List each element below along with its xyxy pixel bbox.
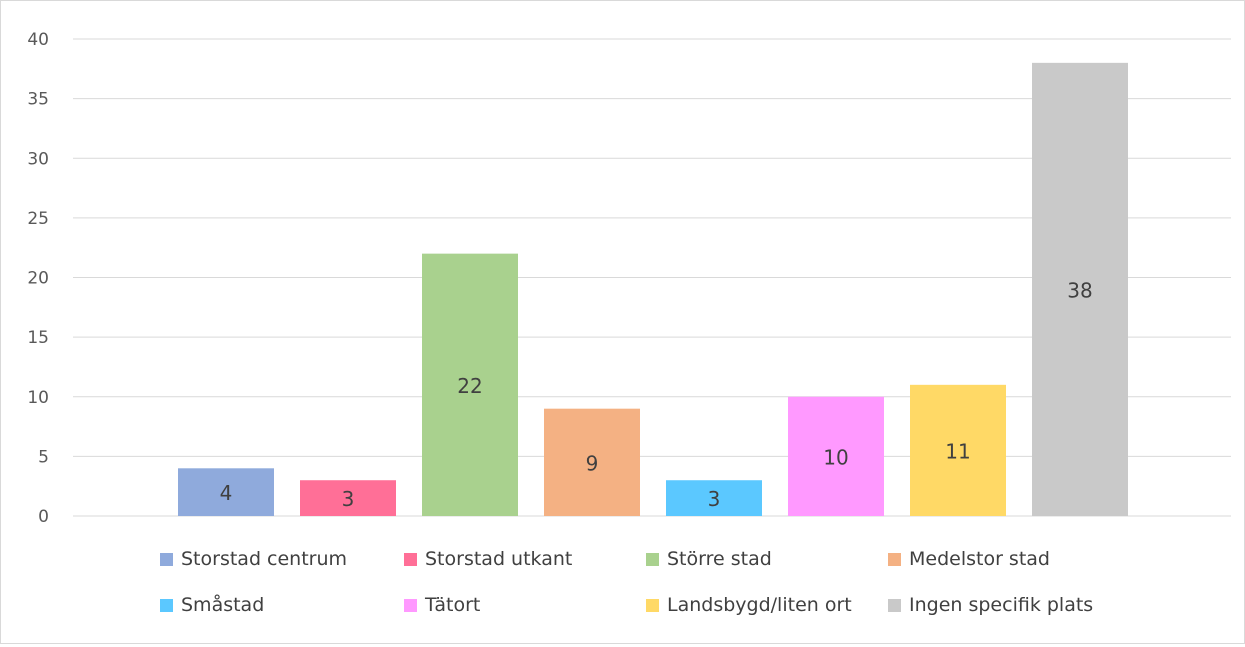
data-label: 3	[342, 487, 355, 511]
legend-item: Storstad centrum	[160, 548, 347, 570]
y-axis-ticks: 0 5 10 15 20 25 30 35 40	[27, 30, 49, 527]
legend-swatch	[888, 598, 901, 612]
bar	[666, 480, 762, 516]
bar	[178, 468, 274, 516]
bar	[544, 408, 640, 516]
legend-label: Medelstor stad	[909, 548, 1050, 570]
bar	[788, 396, 884, 516]
y-tick-label: 35	[27, 90, 49, 110]
legend-label: Storstad centrum	[181, 548, 348, 570]
legend-label: Småstad	[181, 594, 265, 616]
data-label: 3	[708, 487, 721, 511]
legend-label: Ingen specifik plats	[909, 594, 1094, 616]
y-tick-label: 20	[27, 269, 49, 289]
legend-swatch	[160, 552, 173, 566]
bar	[1032, 62, 1128, 516]
legend-item: Ingen specifik plats	[888, 594, 1093, 616]
legend-item: Tätort	[404, 594, 480, 616]
y-tick-label: 5	[38, 447, 49, 467]
y-tick-label: 15	[27, 328, 49, 348]
y-tick-label: 40	[27, 30, 49, 50]
legend-item: Landsbygd/liten ort	[646, 594, 852, 616]
data-label: 4	[220, 481, 233, 505]
data-label: 11	[945, 439, 970, 463]
legend-swatch	[646, 552, 659, 566]
legend-swatch	[646, 598, 659, 612]
legend-swatch	[888, 552, 901, 566]
legend-swatch	[404, 598, 417, 612]
y-tick-label: 30	[27, 149, 49, 169]
data-label: 38	[1067, 278, 1092, 302]
legend-item: Småstad	[160, 594, 264, 616]
legend-item: Medelstor stad	[888, 548, 1050, 570]
legend-swatch	[404, 552, 417, 566]
data-label: 9	[586, 451, 599, 475]
legend-swatch	[160, 598, 173, 612]
data-label: 22	[457, 374, 482, 398]
legend-item: Storstad utkant	[404, 548, 572, 570]
legend-label: Tätort	[425, 594, 481, 616]
y-tick-label: 25	[27, 209, 49, 229]
legend-label: Större stad	[667, 548, 772, 570]
bars	[178, 62, 1128, 516]
data-labels: 4 3 22 9 3 10 11 38	[220, 278, 1093, 511]
bar	[910, 384, 1006, 516]
legend-label: Storstad utkant	[425, 548, 573, 570]
legend-label: Landsbygd/liten ort	[667, 594, 852, 616]
y-tick-label: 10	[27, 388, 49, 408]
y-tick-label: 0	[38, 507, 49, 527]
data-label: 10	[823, 445, 848, 469]
legend-item: Större stad	[646, 548, 772, 570]
bar	[300, 480, 396, 516]
bar	[422, 253, 518, 516]
